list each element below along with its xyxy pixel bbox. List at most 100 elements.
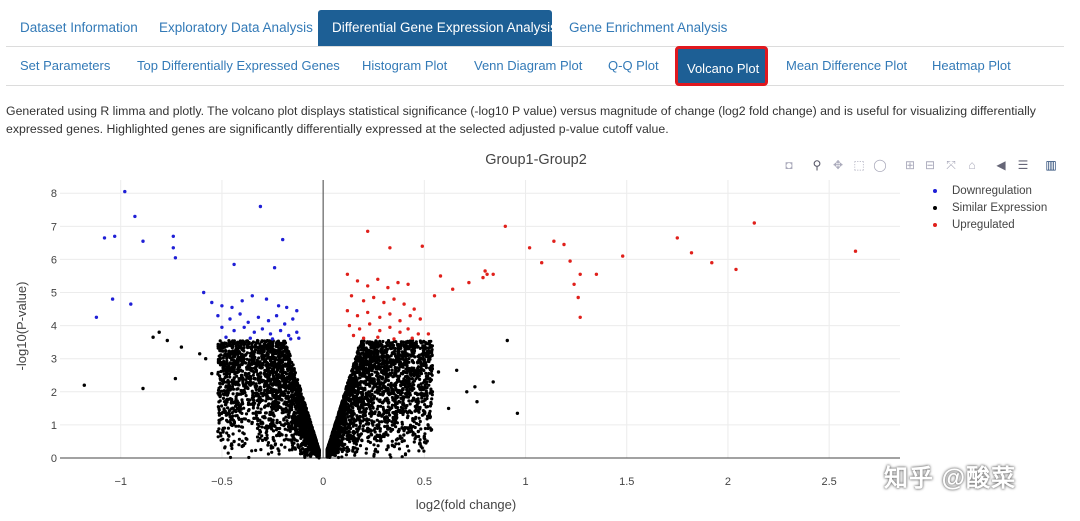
gene-point-similar [370, 389, 374, 393]
gene-point-similar [371, 386, 375, 390]
gene-point-similar [269, 390, 273, 394]
gene-point-similar [286, 400, 291, 404]
subtab-qq-plot[interactable]: Q-Q Plot [608, 58, 659, 73]
gene-point-similar [372, 452, 376, 456]
gene-point-similar [414, 435, 419, 439]
gene-point-similar [392, 359, 397, 363]
gene-point-similar [425, 394, 429, 398]
gene-point-similar [276, 339, 280, 343]
subtab-set-parameters[interactable]: Set Parameters [20, 58, 111, 73]
tab-dataset-information[interactable]: Dataset Information [20, 20, 138, 35]
gene-point-similar [356, 447, 360, 451]
gene-point-similar [250, 369, 255, 373]
gene-point-similar [302, 433, 307, 437]
gene-point-similar [430, 393, 434, 397]
gene-point-similar [362, 339, 366, 343]
gene-point-similar [266, 452, 270, 456]
gene-point-similar [341, 433, 346, 437]
gene-point-similar [373, 411, 377, 416]
gene-point-similar [415, 375, 419, 379]
gene-point-similar [251, 411, 255, 415]
gene-point-similar [221, 392, 225, 396]
gene-point-similar [401, 398, 405, 403]
similar-expression-cloud [216, 338, 434, 460]
gene-point-similar [258, 436, 262, 440]
gene-point-similar [252, 350, 256, 354]
gene-point-similar [253, 377, 257, 381]
gene-point-similar [234, 397, 238, 401]
gene-point-similar [388, 358, 392, 362]
gene-point-similar [288, 448, 292, 452]
gene-point-similar [424, 391, 429, 395]
gene-point-similar [241, 339, 245, 343]
gene-point-similar [220, 416, 224, 421]
gene-point-similar [411, 372, 415, 376]
gene-point-similar [252, 416, 256, 420]
gene-point-similar [376, 404, 380, 408]
gene-point-similar [248, 354, 253, 358]
gene-point-similar [218, 381, 222, 385]
gene-point-similar [292, 441, 296, 445]
gene-point-similar [265, 384, 269, 388]
gene-point-similar [402, 410, 406, 414]
gene-point-similar [281, 363, 285, 367]
gene-point-similar [219, 389, 223, 393]
gene-point-similar [378, 392, 382, 396]
subtab-histogram-plot[interactable]: Histogram Plot [362, 58, 448, 73]
gene-point-similar [230, 411, 234, 415]
x-tick-label: 0 [320, 476, 326, 488]
gene-point-similar [417, 423, 421, 427]
tab-differential-gene-expression-analysis[interactable]: Differential Gene Expression Analysis [318, 10, 557, 46]
gene-point-similar [272, 364, 276, 368]
gene-point-similar [384, 430, 388, 434]
gene-point-similar [295, 423, 299, 427]
gene-point-similar [358, 420, 362, 424]
gene-point-similar [279, 374, 283, 378]
gene-point-similar [263, 411, 268, 415]
subtab-top-de-genes[interactable]: Top Differentially Expressed Genes [137, 58, 340, 73]
gene-point-similar [283, 358, 287, 362]
subtab-venn-diagram-plot[interactable]: Venn Diagram Plot [474, 58, 583, 73]
gene-point-similar [300, 419, 304, 423]
gene-point-similar [299, 427, 303, 431]
subtab-heatmap-plot[interactable]: Heatmap Plot [932, 58, 1011, 73]
subtab-volcano-plot[interactable]: Volcano Plot [675, 46, 768, 86]
gene-point-similar [336, 455, 341, 460]
gene-point-similar [402, 377, 406, 381]
gene-point-similar [377, 420, 382, 424]
gene-point-similar [339, 403, 343, 407]
gene-point-similar [422, 392, 426, 396]
tab-gene-enrichment-analysis[interactable]: Gene Enrichment Analysis [569, 20, 728, 35]
gene-point-similar [302, 450, 306, 454]
gene-point-similar [242, 406, 246, 410]
gene-point-similar [374, 447, 378, 451]
gene-point-similar [392, 411, 396, 415]
gene-point-similar [278, 420, 282, 425]
gene-point-similar [262, 371, 266, 375]
gene-point-similar [218, 418, 222, 422]
subtab-mean-difference-plot[interactable]: Mean Difference Plot [786, 58, 908, 73]
gene-point-similar [430, 348, 434, 352]
gene-point-similar [218, 353, 223, 357]
gene-point-similar [389, 354, 393, 358]
gene-point-similar [364, 451, 368, 455]
gene-point-similar [305, 438, 309, 442]
gene-point-similar [351, 445, 355, 450]
gene-point-similar [285, 375, 290, 379]
gene-point-similar [379, 382, 383, 386]
gene-point-similar [237, 429, 241, 433]
plot-description: Generated using R limma and plotly. The … [6, 104, 1036, 136]
y-tick-label: 6 [51, 254, 57, 266]
gene-point-similar [226, 352, 230, 356]
gene-point-similar [423, 403, 427, 407]
gene-point-similar [360, 386, 364, 390]
tab-exploratory-data-analysis[interactable]: Exploratory Data Analysis [159, 20, 313, 35]
gene-point-similar [408, 402, 412, 406]
gene-point-similar [382, 409, 386, 413]
gene-point-similar [348, 440, 352, 444]
gene-point-similar [255, 391, 259, 395]
gene-point-similar [385, 448, 389, 452]
gene-point-similar [230, 446, 234, 451]
gene-point-similar [252, 353, 256, 357]
